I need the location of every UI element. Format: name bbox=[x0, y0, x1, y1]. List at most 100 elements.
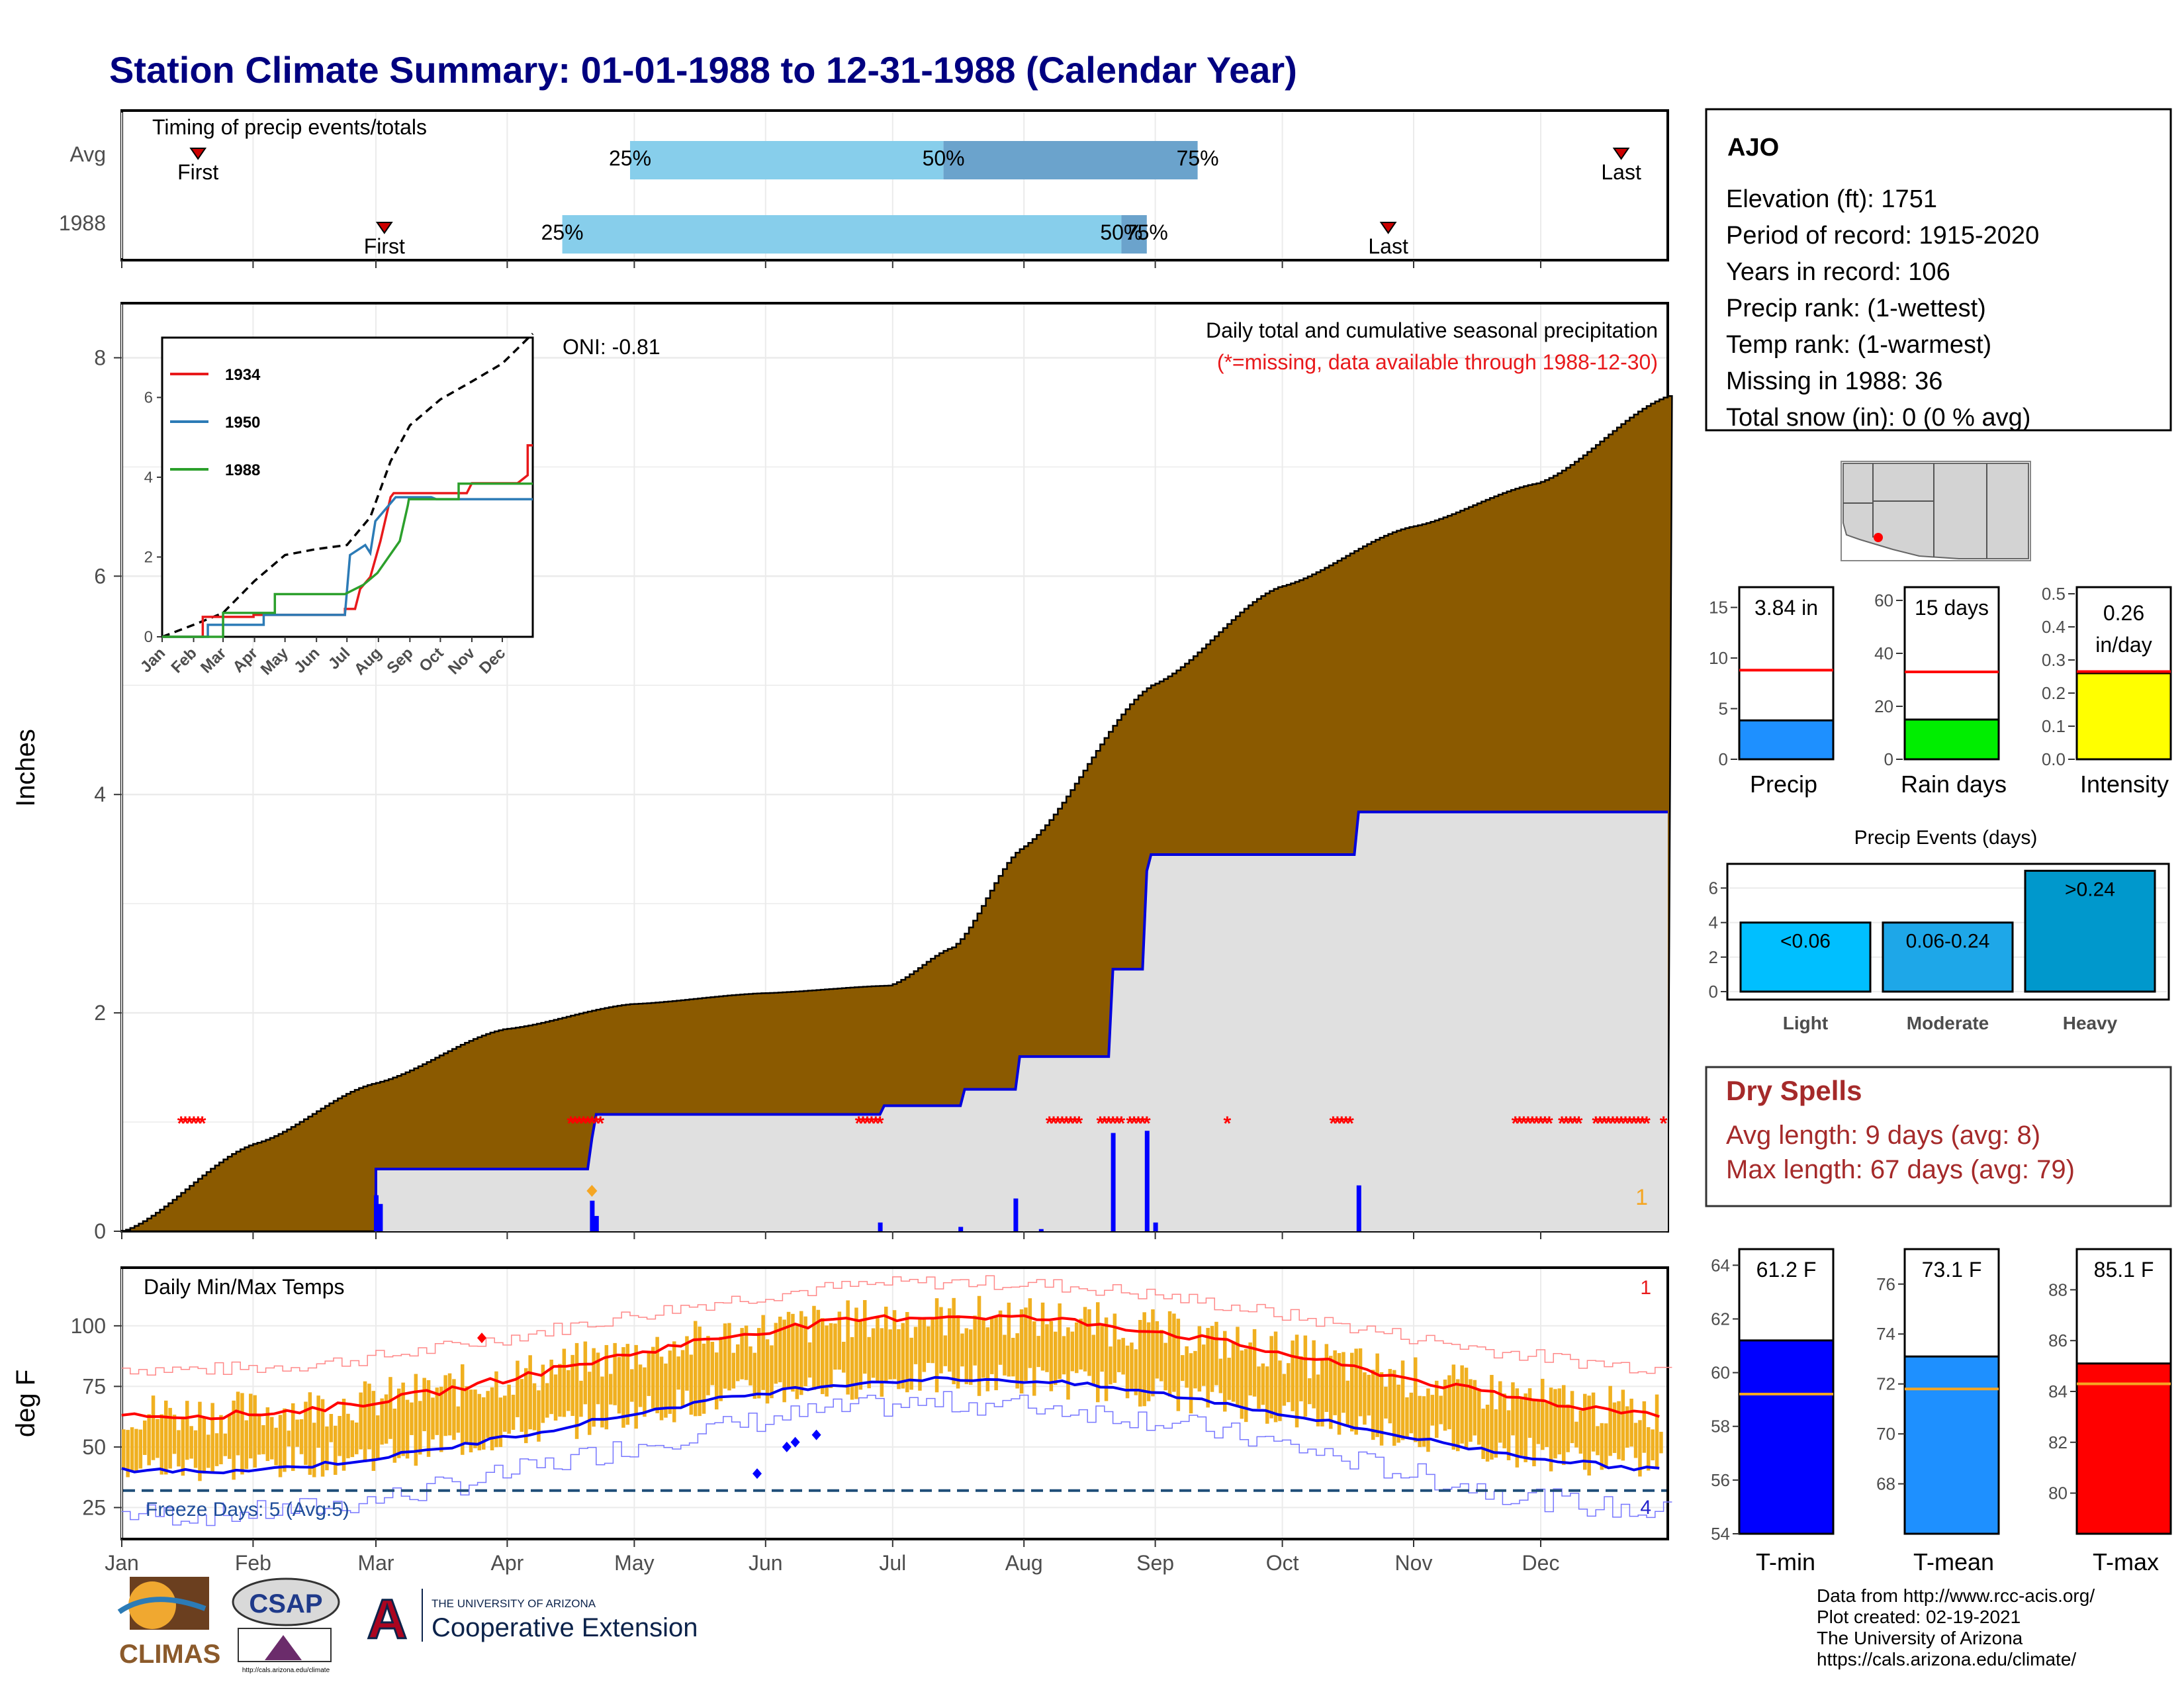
missing-day-marker: * bbox=[1224, 1113, 1232, 1135]
daily-temp-bar bbox=[1011, 1338, 1015, 1377]
daily-temp-bar bbox=[1392, 1370, 1396, 1446]
daily-temp-bar bbox=[473, 1389, 477, 1448]
daily-temp-bar bbox=[1146, 1322, 1151, 1401]
q75-label: 75% bbox=[1126, 220, 1168, 244]
daily-temp-bar bbox=[592, 1348, 596, 1427]
temp-bar bbox=[1903, 1355, 2000, 1535]
daily-temp-bar bbox=[359, 1392, 363, 1450]
daily-temp-bar bbox=[392, 1408, 397, 1463]
inset-legend-label: 1988 bbox=[225, 461, 260, 479]
daily-temp-bar bbox=[1469, 1379, 1473, 1442]
daily-temp-bar bbox=[1109, 1346, 1113, 1385]
precip-events-tick-label: 2 bbox=[1709, 947, 1718, 967]
precip-events-bar-text: <0.06 bbox=[1780, 931, 1831, 953]
daily-temp-bar bbox=[664, 1363, 668, 1418]
daily-temp-bar bbox=[316, 1395, 320, 1448]
daily-temp-bar bbox=[567, 1370, 570, 1411]
daily-temp-bar bbox=[1130, 1342, 1134, 1389]
month-label: Sep bbox=[1136, 1551, 1174, 1575]
missing-day-marker: * bbox=[575, 1113, 583, 1135]
daily-temp-bar bbox=[596, 1352, 600, 1405]
daily-temp-bar bbox=[685, 1336, 689, 1391]
temp-bar-tick-label: 72 bbox=[1876, 1374, 1895, 1394]
month-label: May bbox=[614, 1551, 654, 1575]
daily-temp-bar bbox=[1040, 1302, 1045, 1371]
daily-temp-bar bbox=[1477, 1390, 1481, 1445]
month-label: Feb bbox=[235, 1551, 271, 1575]
missing-day-marker: * bbox=[199, 1113, 206, 1135]
daily-temp-bar bbox=[371, 1391, 376, 1472]
daily-temp-bar bbox=[228, 1415, 232, 1459]
missing-day-marker: * bbox=[1567, 1113, 1574, 1135]
mini-bar-tick-label: 40 bbox=[1874, 643, 1893, 663]
event-marker-label: Last bbox=[1601, 160, 1641, 184]
daily-temp-bar bbox=[994, 1315, 998, 1391]
daily-temp-bar bbox=[447, 1373, 452, 1436]
missing-day-marker: * bbox=[1118, 1113, 1126, 1135]
daily-temp-bar bbox=[320, 1399, 325, 1477]
daily-temp-bar bbox=[948, 1308, 952, 1372]
precip-corner-number: 1 bbox=[1635, 1185, 1648, 1210]
mini-bar bbox=[1903, 718, 2000, 761]
daily-temp-bar bbox=[1562, 1385, 1566, 1466]
temp-y-tick-label: 100 bbox=[71, 1314, 106, 1338]
daily-temp-bar bbox=[761, 1315, 765, 1390]
daily-temp-bar bbox=[147, 1414, 151, 1466]
missing-day-marker: * bbox=[1113, 1113, 1121, 1135]
daily-temp-bar bbox=[1520, 1397, 1524, 1456]
daily-precip-bar bbox=[378, 1203, 383, 1231]
daily-temp-bar bbox=[1079, 1319, 1083, 1370]
daily-temp-bar bbox=[312, 1423, 316, 1477]
missing-day-marker: * bbox=[1139, 1113, 1147, 1135]
event-marker-label: Last bbox=[1368, 234, 1408, 258]
temp-bar-value: 85.1 F bbox=[2094, 1258, 2154, 1282]
missing-day-marker: * bbox=[1575, 1113, 1583, 1135]
daily-temp-bar bbox=[913, 1327, 918, 1364]
daily-temp-bar bbox=[558, 1364, 562, 1417]
daily-precip-bar bbox=[958, 1227, 964, 1231]
daily-temp-bar bbox=[858, 1321, 863, 1390]
precip-events-bar bbox=[1739, 921, 1872, 993]
precip-events-label: Heavy bbox=[2063, 1013, 2118, 1033]
daily-temp-bar bbox=[1058, 1303, 1062, 1380]
daily-temp-bar bbox=[1527, 1388, 1532, 1438]
month-label: Oct bbox=[1266, 1551, 1299, 1575]
daily-temp-bar bbox=[283, 1408, 287, 1472]
ua-logo: A THE UNIVERSITY OF ARIZONA Cooperative … bbox=[364, 1587, 698, 1652]
daily-temp-bar bbox=[1054, 1331, 1058, 1385]
daily-temp-bar bbox=[1066, 1327, 1070, 1400]
daily-temp-bar bbox=[1350, 1352, 1354, 1432]
daily-temp-bar bbox=[494, 1371, 498, 1448]
daily-precip-bar bbox=[590, 1200, 595, 1231]
daily-temp-bar bbox=[1379, 1372, 1384, 1446]
daily-temp-bar bbox=[346, 1413, 350, 1458]
temp-bar-tick-label: 76 bbox=[1876, 1274, 1895, 1294]
missing-day-marker: * bbox=[872, 1113, 880, 1135]
station-info-line: Missing in 1988: 36 bbox=[1726, 367, 1942, 395]
record-low-marker bbox=[790, 1436, 800, 1448]
missing-day-marker: * bbox=[181, 1113, 189, 1135]
daily-temp-bar bbox=[1062, 1336, 1066, 1375]
daily-temp-bar bbox=[503, 1395, 507, 1432]
temp-bar-label: T-min bbox=[1756, 1548, 1815, 1575]
daily-temp-bar bbox=[1181, 1355, 1185, 1382]
daily-temp-bar bbox=[1460, 1365, 1464, 1444]
logos-svg: CLIMAS CSAP http://cals.arizona.edu/clim… bbox=[117, 1577, 698, 1674]
daily-temp-bar bbox=[541, 1364, 545, 1423]
daily-temp-bar bbox=[672, 1341, 676, 1423]
daily-temp-bar bbox=[1629, 1398, 1633, 1447]
daily-temp-bar bbox=[816, 1309, 821, 1389]
daily-temp-bar bbox=[350, 1420, 355, 1458]
missing-day-marker: * bbox=[1075, 1113, 1083, 1135]
daily-temp-bar bbox=[1104, 1317, 1109, 1401]
daily-temp-bar bbox=[638, 1364, 643, 1407]
missing-day-marker: * bbox=[1626, 1113, 1634, 1135]
daily-temp-bar bbox=[422, 1378, 426, 1432]
missing-day-marker: * bbox=[1609, 1113, 1617, 1135]
daily-temp-bar bbox=[689, 1354, 694, 1415]
daily-temp-bar bbox=[1545, 1400, 1549, 1447]
daily-temp-bar bbox=[511, 1394, 516, 1430]
daily-temp-bar bbox=[1227, 1358, 1231, 1400]
event-marker-icon bbox=[1612, 148, 1630, 160]
missing-day-marker: * bbox=[584, 1113, 592, 1135]
